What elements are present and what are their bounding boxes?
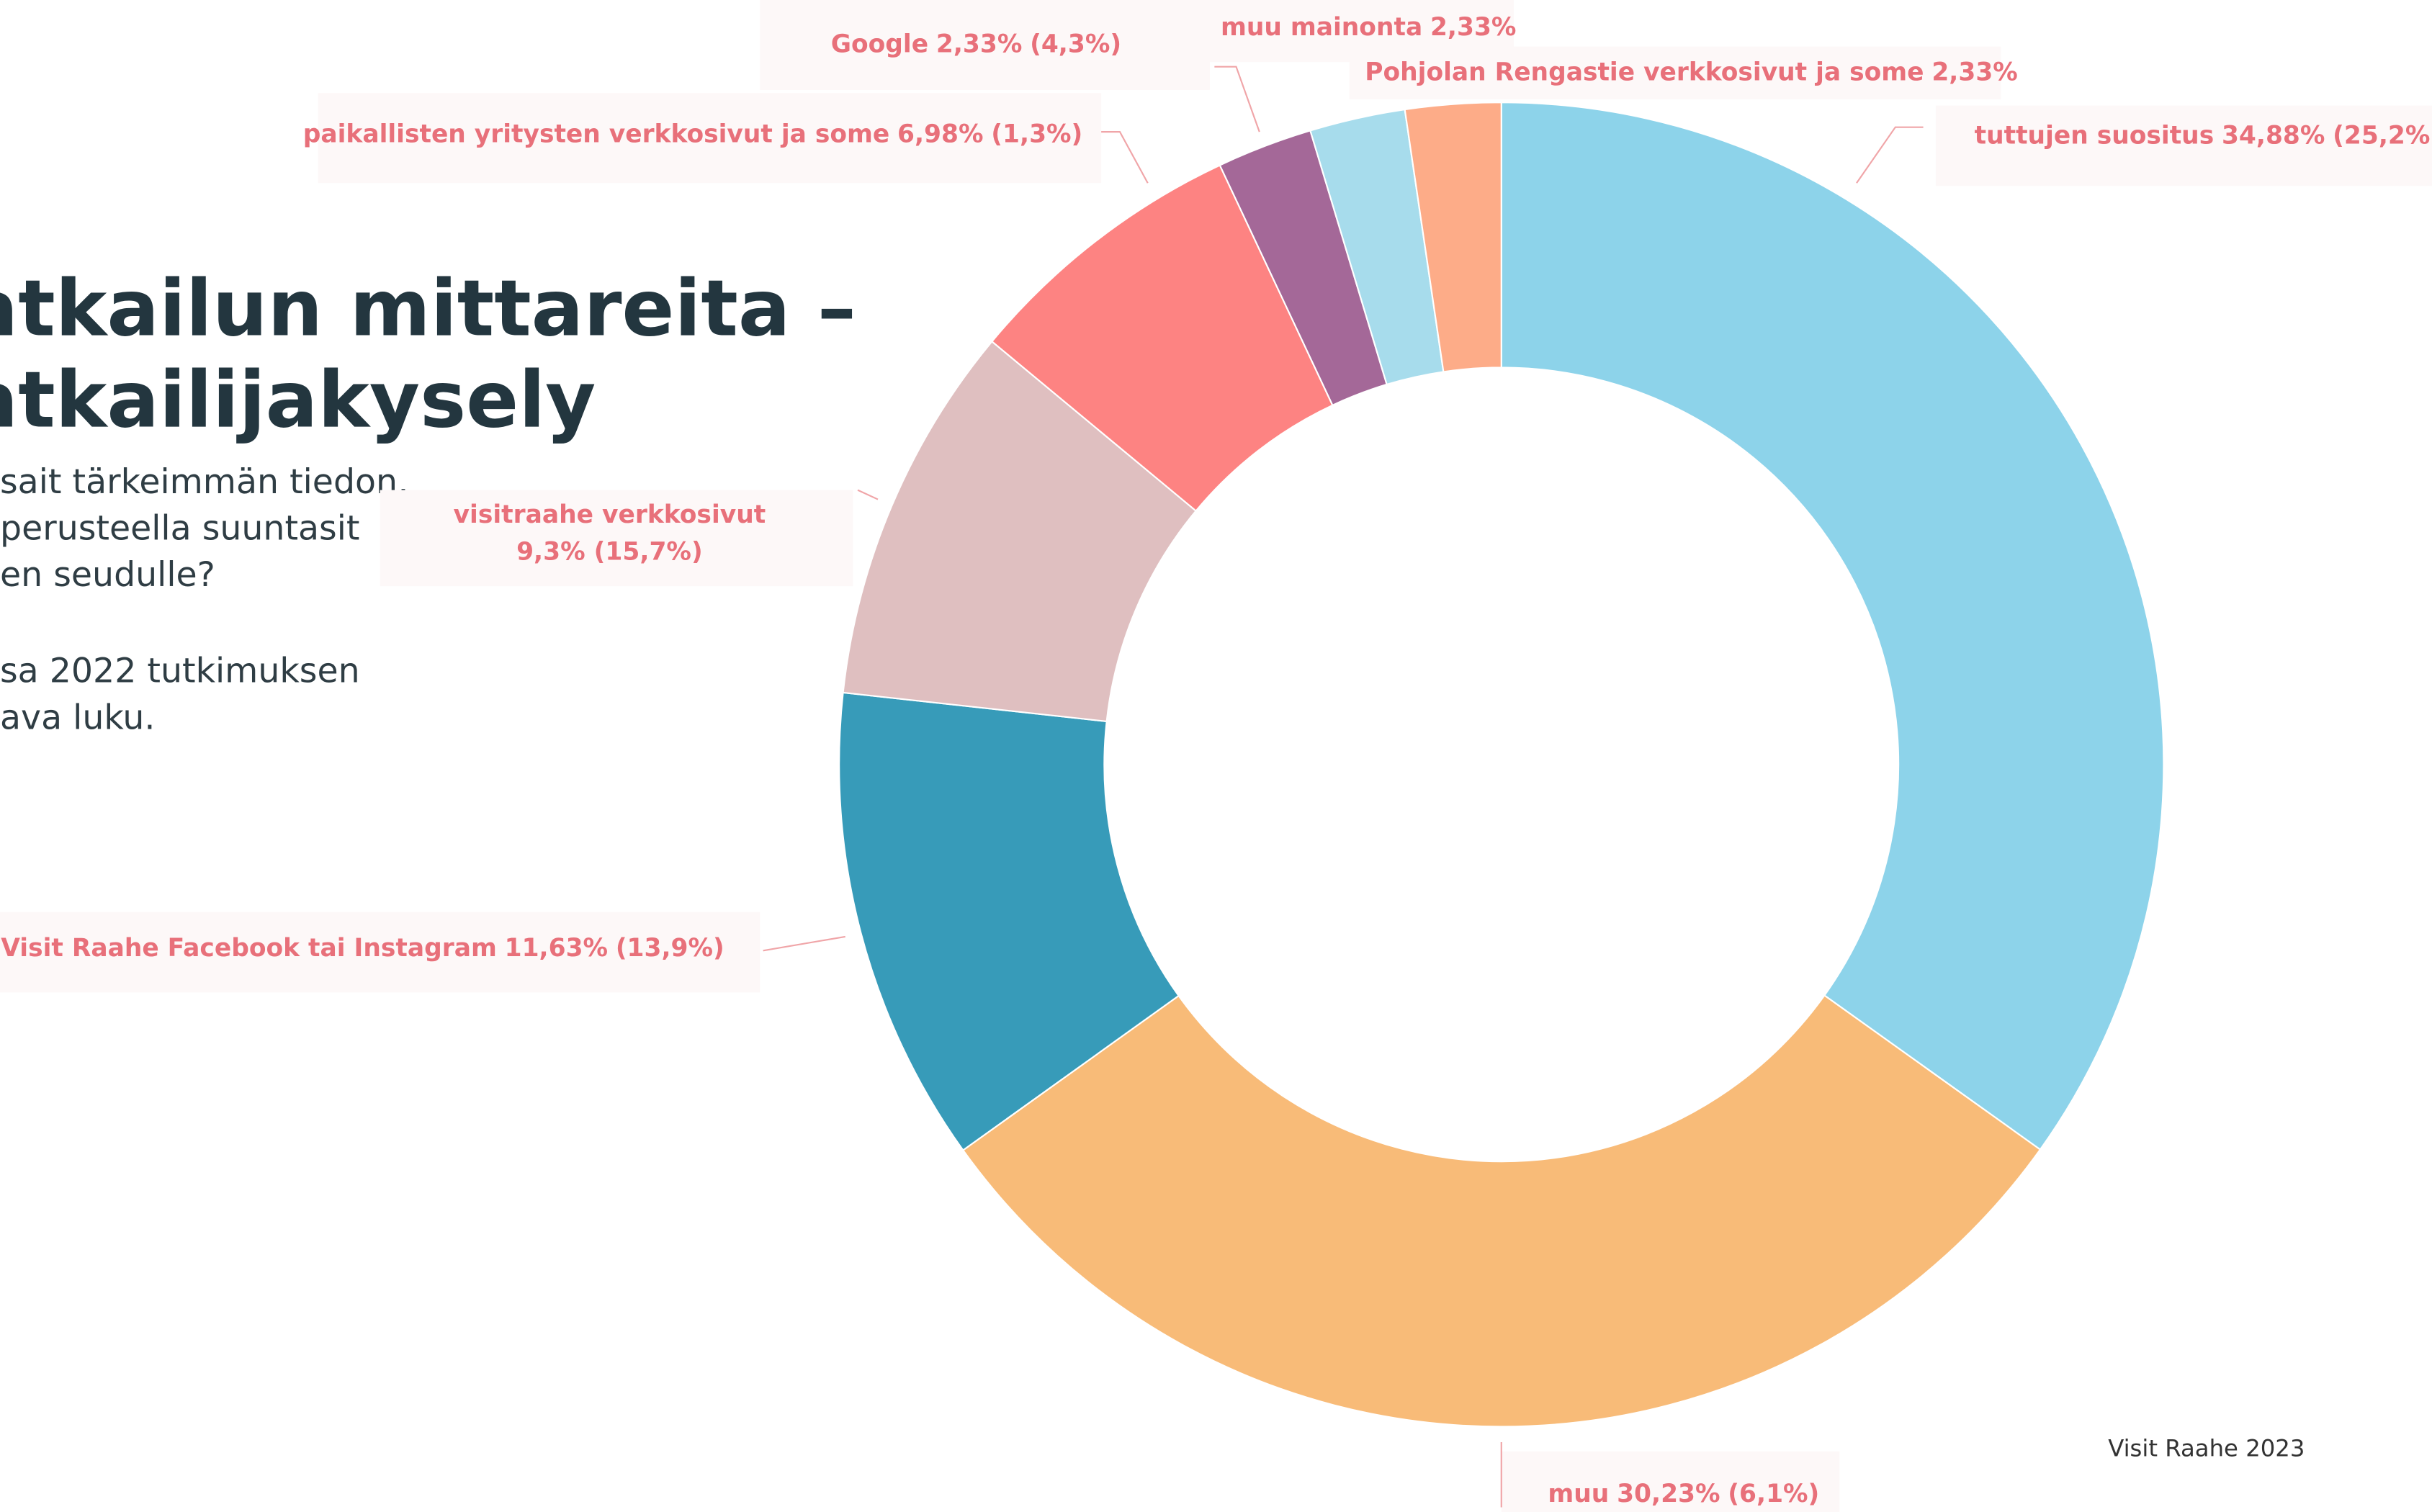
leader-line: [857, 489, 879, 500]
donut-slice: [842, 340, 1198, 723]
slice-label: Pohjolan Rengastie verkkosivut ja some 2,…: [1365, 58, 2018, 86]
label-part: (15,7%): [593, 536, 703, 567]
label-value: 6,98%: [897, 120, 983, 148]
slice-label-text: visitraahe verkkosivut 9,3% (15,7%): [431, 496, 788, 570]
label-category: tuttujen suositus: [1975, 121, 2215, 150]
label-part: visitraahe verkkosivut: [453, 499, 766, 529]
label-box: [1935, 105, 2432, 186]
title-line: atkailijakysely: [0, 355, 596, 445]
source: Visit Raahe 2023: [2108, 1434, 2305, 1462]
label-box: [380, 490, 853, 587]
label-category: muu: [1548, 1480, 1609, 1508]
label-value: 2,33%: [1931, 58, 2017, 86]
slice-label: muu 30,23% (6,1%): [1548, 1480, 1819, 1508]
label-previous: (6,1%): [1728, 1480, 1819, 1508]
donut-slice: [1500, 102, 2165, 1151]
slice-label: tuttujen suositus 34,88% (25,2%): [1975, 121, 2432, 150]
leader-line: [763, 935, 845, 952]
label-previous: (13,9%): [616, 934, 724, 963]
label-category: muu mainonta: [1221, 12, 1422, 41]
body-line: en seudulle?: [0, 555, 215, 595]
slice-label: visitraahe verkkosivut 9,3% (15,7%): [431, 496, 788, 570]
slice-label: Visit Raahe Facebook tai Instagram 11,63%…: [1, 934, 724, 963]
label-value: 34,88%: [2222, 121, 2325, 150]
slice-label: muu mainonta 2,33%: [1221, 12, 1516, 41]
label-value: 2,33%: [1430, 12, 1516, 41]
label-value: 30,23%: [1617, 1480, 1720, 1508]
label-box: [1501, 1451, 1840, 1512]
label-category: paikallisten yritysten verkkosivut ja so…: [303, 120, 890, 148]
body-line: sait tärkeimmän tiedon,: [0, 462, 408, 502]
label-part: 9,3%: [516, 536, 585, 567]
leader-line: [1214, 66, 1260, 132]
label-previous: (4,3%): [1030, 30, 1121, 58]
slice-label: paikallisten yritysten verkkosivut ja so…: [303, 120, 1083, 148]
body-line: sa 2022 tutkimuksen: [0, 652, 360, 691]
leader-line: [1856, 126, 1924, 184]
label-previous: (1,3%): [991, 120, 1082, 148]
label-previous: (25,2%): [2333, 121, 2432, 150]
body-line: ava luku.: [0, 698, 155, 737]
label-value: 11,63%: [505, 934, 608, 963]
label-box: [1349, 46, 2001, 99]
body-line: perusteella suuntasit: [0, 509, 359, 549]
leader-line: [1101, 131, 1149, 184]
label-category: Google: [831, 30, 928, 58]
label-category: Visit Raahe Facebook tai Instagram: [1, 934, 497, 963]
label-value: 2,33%: [936, 30, 1022, 58]
donut-slice: [961, 994, 2042, 1428]
title-line: atkailun mittareita –: [0, 264, 856, 354]
label-category: Pohjolan Rengastie verkkosivut ja some: [1365, 58, 1924, 86]
label-box: [318, 93, 1102, 184]
slice-label: Google 2,33% (4,3%): [831, 30, 1121, 58]
label-box: [760, 0, 1210, 90]
label-box: [0, 912, 760, 993]
donut-slice: [1404, 102, 1502, 373]
donut-slice: [838, 691, 1180, 1152]
